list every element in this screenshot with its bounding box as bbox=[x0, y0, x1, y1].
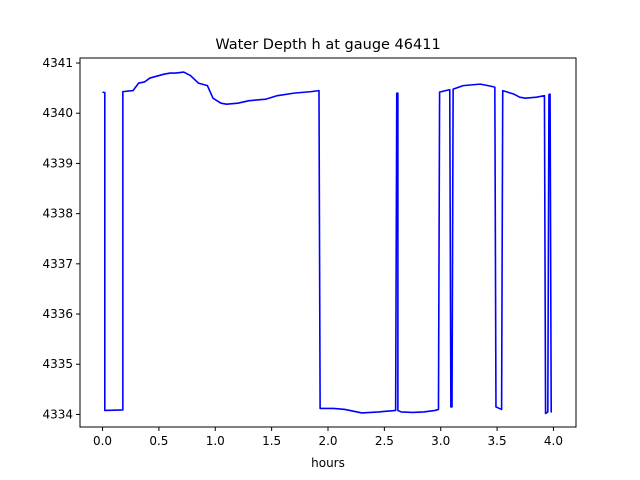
y-tick-label: 4337 bbox=[42, 257, 73, 271]
y-tick-label: 4338 bbox=[42, 207, 73, 221]
x-axis-ticks: 0.0 0.5 1.0 1.5 2.0 2.5 3.0 3.5 4.0 bbox=[93, 427, 563, 448]
y-tick-label: 4335 bbox=[42, 357, 73, 371]
x-tick-label: 0.0 bbox=[93, 434, 112, 448]
x-tick-label: 1.0 bbox=[206, 434, 225, 448]
x-tick-label: 3.0 bbox=[431, 434, 450, 448]
series-line-0 bbox=[102, 71, 553, 415]
y-tick-label: 4339 bbox=[42, 156, 73, 170]
x-tick-label: 3.5 bbox=[488, 434, 507, 448]
x-tick-label: 2.5 bbox=[375, 434, 394, 448]
x-tick-label: 1.5 bbox=[262, 434, 281, 448]
x-tick-label: 4.0 bbox=[544, 434, 563, 448]
x-tick-label: 0.5 bbox=[149, 434, 168, 448]
y-tick-label: 4341 bbox=[42, 56, 73, 70]
y-axis-ticks: 4334 4335 4336 4337 4338 4339 4340 4341 bbox=[42, 56, 80, 421]
y-tick-label: 4334 bbox=[42, 407, 73, 421]
y-tick-label: 4340 bbox=[42, 106, 73, 120]
series-layer bbox=[102, 71, 553, 415]
chart-title: Water Depth h at gauge 46411 bbox=[215, 37, 440, 53]
y-tick-label: 4336 bbox=[42, 307, 73, 321]
x-tick-label: 2.0 bbox=[318, 434, 337, 448]
x-axis-label: hours bbox=[311, 456, 345, 470]
